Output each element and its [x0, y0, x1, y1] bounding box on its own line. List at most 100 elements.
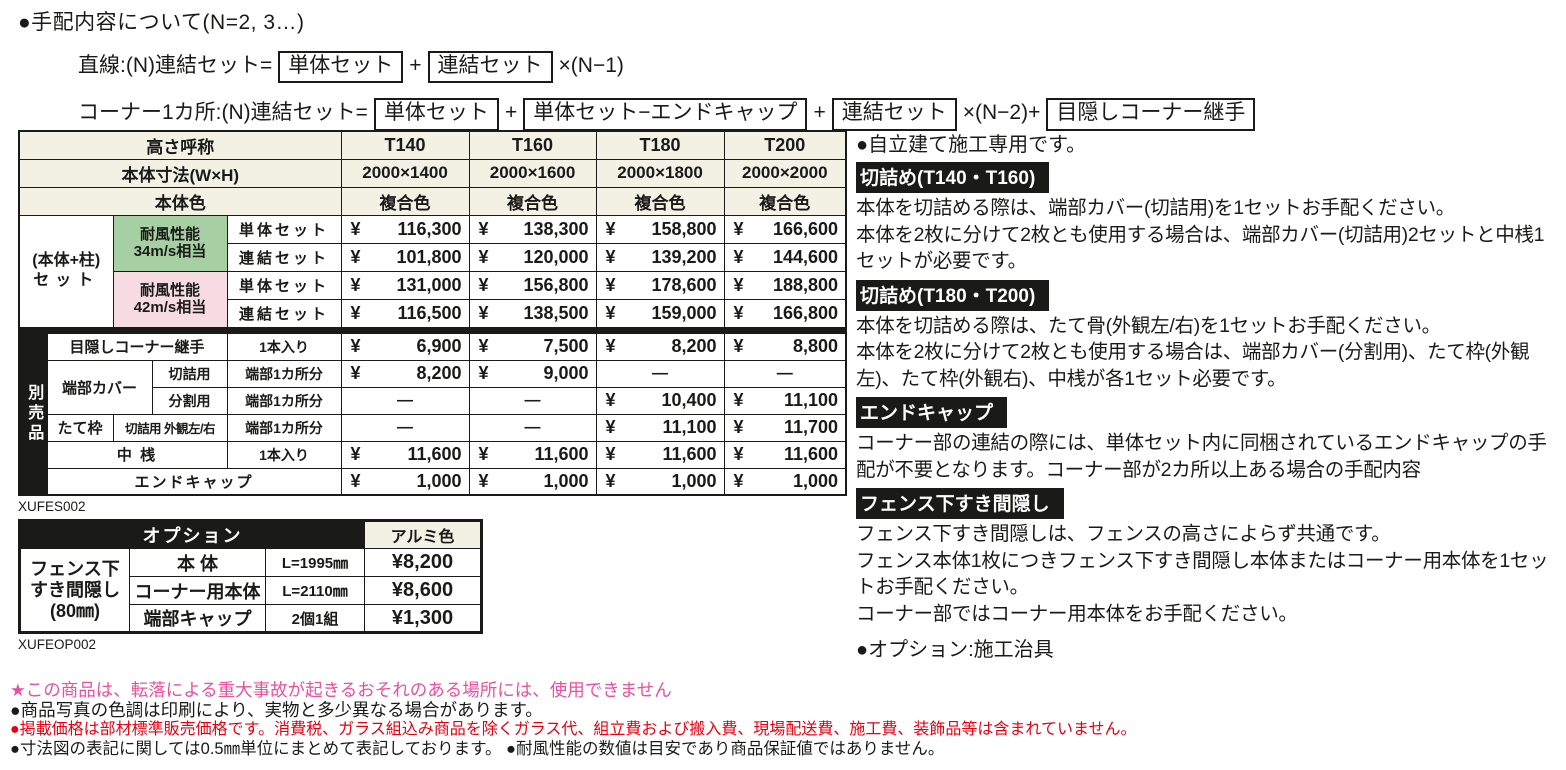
part-unit: 1本入り — [226, 332, 342, 361]
yen-sign: ¥ — [350, 444, 361, 464]
yen-sign: ¥ — [605, 218, 616, 239]
col-t180: T180 — [595, 130, 725, 160]
price-cell: ¥11,600 — [468, 440, 597, 469]
price-cell: ¥166,800 — [723, 298, 847, 328]
options-group-label: フェンス下 すき間隠し (80㎜) — [19, 548, 130, 633]
set-row-3: 耐風性能 42m/s相当 単体セット ¥131,000 ¥156,800 ¥17… — [19, 270, 847, 328]
yen-sign: ¥ — [733, 336, 744, 356]
yen-sign: ¥ — [478, 470, 489, 491]
body-kiritsume-t180: 本体を切詰める際は、たて骨(外観左/右)を1セットお手配ください。 本体を2枚に… — [856, 314, 1530, 390]
yen-sign: ¥ — [605, 274, 616, 295]
yen-sign: ¥ — [733, 302, 744, 323]
part-sub: 切詰用 — [151, 359, 228, 388]
yen-sign: ¥ — [733, 274, 744, 295]
sep-row-nakazan: 中 桟 1本入り ¥11,600 ¥11,600 ¥11,600 ¥11,600 — [19, 440, 847, 469]
price-cell: ¥178,600 — [595, 270, 725, 300]
wind-34-line1: 耐風性能 — [139, 226, 200, 243]
yen-sign: ¥ — [605, 336, 616, 356]
box-tantai-set2: 単体セット — [373, 98, 499, 131]
yen-sign: ¥ — [478, 363, 489, 383]
wind-42-line1: 耐風性能 — [139, 282, 200, 299]
yen-sign: ¥ — [733, 444, 744, 464]
options-row-body: フェンス下 すき間隠し (80㎜) 本 体 L=1995㎜ ¥8,200 — [19, 548, 482, 633]
col-t200: T200 — [723, 130, 847, 160]
price-cell: ¥156,800 — [468, 270, 597, 300]
part-unit: 1本入り — [226, 440, 342, 469]
yen-sign: ¥ — [478, 302, 489, 323]
price-cell: ¥158,800 — [595, 214, 725, 244]
price-cell: ¥144,600 — [723, 242, 847, 272]
yen-sign: ¥ — [733, 417, 744, 437]
separate-group-label: 別売品 — [18, 332, 48, 496]
set-row-4: 連結セット ¥116,500 ¥138,500 ¥159,000 ¥166,80… — [19, 298, 847, 328]
sep-row-corner-joint: 別売品 目隠しコーナー継手 1本入り ¥6,900 ¥7,500 ¥8,200 … — [18, 332, 847, 496]
color-t140: 複合色 — [340, 186, 470, 216]
price-cell: ¥11,700 — [723, 413, 847, 442]
ordering-info-title: ●手配内容について(N=2, 3…) — [18, 11, 305, 34]
header-row-height: 高さ呼称 T140 T160 T180 T200 — [18, 130, 847, 160]
set-type: 単体セット — [226, 270, 342, 300]
yen-sign: ¥ — [350, 274, 361, 295]
part-unit: 端部1カ所分 — [226, 413, 342, 442]
yen-sign: ¥ — [733, 390, 744, 410]
price-cell: ¥166,600 — [723, 214, 847, 244]
heading-endcap: エンドキャップ — [856, 397, 1562, 428]
body-endcap: コーナー部の連結の際には、単体セット内に同梱されているエンドキャップの手配が不要… — [856, 432, 1547, 481]
dash-cell: — — [595, 359, 725, 388]
box-tantai-endcap: 単体セット−エンドキャップ — [523, 98, 808, 131]
right-notes: ●自立建て施工専用です。 切詰め(T140・T160) 本体を切詰める際は、端部… — [856, 128, 1562, 662]
part-unit: 端部1カ所分 — [226, 359, 342, 388]
col-t140: T140 — [340, 130, 470, 160]
formula-corner: コーナー1カ所:(N)連結セット= 単体セット + 単体セット−エンドキャップ + 連結セ… — [78, 96, 1418, 131]
yen-sign: ¥ — [733, 246, 744, 267]
yen-sign: ¥ — [350, 246, 361, 267]
sep-row-tatewaku: たて枠 切詰用 外観左/右 端部1カ所分 — — ¥11,100 ¥11,700 — [19, 413, 847, 442]
set-type: 連結セット — [226, 242, 342, 272]
options-row-endcap: 端部キャップ 2個1組 ¥1,300 — [20, 604, 482, 633]
formula-corner-mid: ×(N−2)+ — [962, 101, 1041, 125]
options-header-row: オプション アルミ色 — [19, 520, 482, 549]
dash-cell: — — [340, 386, 470, 415]
formula-corner-prefix: コーナー1カ所:(N)連結セット= — [78, 101, 368, 125]
options-table: オプション アルミ色 フェンス下 すき間隠し (80㎜) 本 体 L=1995㎜… — [18, 519, 483, 634]
yen-sign: ¥ — [478, 336, 489, 356]
yen-sign: ¥ — [350, 336, 361, 356]
color-t180: 複合色 — [595, 186, 725, 216]
footnotes: ★この商品は、転落による重大事故が起きるおそれのある場所には、使用できません ●… — [10, 681, 1550, 759]
option-price: ¥8,200 — [364, 548, 482, 577]
part-unit: 端部1カ所分 — [226, 386, 342, 415]
sep-row-endcover-bunkatsu: 分割用 端部1カ所分 — — ¥10,400 ¥11,100 — [19, 386, 847, 415]
plus-sign: + — [813, 101, 826, 125]
set-row-1: (本体+柱) セット 耐風性能 34m/s相当 単体セット ¥116,300 ¥… — [18, 214, 847, 328]
yen-sign: ¥ — [350, 363, 361, 383]
price-cell: ¥11,600 — [723, 440, 847, 469]
formula-straight-suffix: ×(N−1) — [558, 54, 624, 77]
price-cell: ¥1,000 — [468, 467, 597, 496]
price-cell: ¥8,800 — [723, 332, 847, 361]
price-table: 高さ呼称 T140 T160 T180 T200 本体寸法(W×H) 2000×… — [18, 130, 848, 496]
dash-cell: — — [340, 413, 470, 442]
price-cell: ¥139,200 — [595, 242, 725, 272]
heading-fence-shitasuki: フェンス下すき間隠し — [856, 488, 1562, 519]
option-name: 本 体 — [129, 548, 266, 577]
yen-sign: ¥ — [350, 218, 361, 239]
yen-sign: ¥ — [605, 302, 616, 323]
options-table-area: オプション アルミ色 フェンス下 すき間隠し (80㎜) 本 体 L=1995㎜… — [18, 519, 483, 652]
yen-sign: ¥ — [350, 302, 361, 323]
option-spec: 2個1組 — [265, 604, 365, 633]
price-cell: ¥131,000 — [340, 270, 470, 300]
set-type: 連結セット — [226, 298, 342, 328]
formula-straight-prefix: 直線:(N)連結セット= — [78, 54, 273, 77]
color-t160: 複合色 — [468, 186, 597, 216]
header-row-size: 本体寸法(W×H) 2000×1400 2000×1600 2000×1800 … — [18, 158, 847, 188]
price-cell: ¥138,300 — [468, 214, 597, 244]
dash-cell: — — [723, 359, 847, 388]
option-price: ¥8,600 — [364, 576, 482, 605]
size-t140: 2000×1400 — [340, 158, 470, 188]
set-group-label-line1: (本体+柱) — [32, 252, 101, 269]
price-cell: ¥1,000 — [723, 467, 847, 496]
price-cell: ¥120,000 — [468, 242, 597, 272]
price-cell: ¥116,300 — [340, 214, 470, 244]
height-label: 高さ呼称 — [18, 130, 342, 160]
ordering-info: ●手配内容について(N=2, 3…) 直線:(N)連結セット= 単体セット + 連結セ… — [18, 6, 1418, 131]
